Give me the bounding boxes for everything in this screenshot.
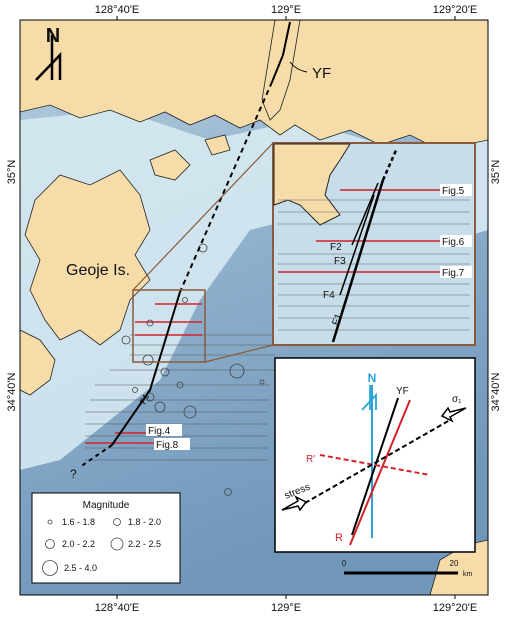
map-frame — [19, 19, 489, 596]
inset-fault-label: F2 — [330, 242, 342, 253]
map-body: N YF Geoje Is. F1 ? Fig.4 Fig.8 Fig.5 Fi… — [20, 20, 488, 595]
r-prime-label: R' — [306, 454, 315, 465]
geoje-island — [24, 169, 151, 346]
lon-label: 129°E — [271, 602, 301, 614]
island — [204, 134, 231, 156]
frame-ticks — [116, 16, 456, 599]
inset-profiles — [278, 189, 440, 273]
legend-entry: 2.2 - 2.5 — [128, 539, 161, 549]
legend-entry: 2.0 - 2.2 — [62, 539, 95, 549]
stress-arrow — [440, 406, 467, 423]
north-arrow — [35, 35, 62, 81]
north-label: N — [368, 371, 377, 385]
r-line — [349, 399, 411, 546]
legend-entry: 1.6 - 1.8 — [62, 517, 95, 527]
stress-arrow — [281, 495, 308, 512]
fault-dashed — [179, 81, 273, 293]
legend — [31, 492, 181, 584]
north-arrow — [361, 385, 377, 411]
island — [20, 329, 56, 396]
label-box — [440, 266, 472, 278]
lat-label: 35°N — [490, 160, 502, 185]
lon-label: 129°20'E — [433, 602, 477, 614]
peninsula — [261, 20, 301, 121]
inset-fault — [331, 179, 385, 343]
earthquakes — [121, 243, 265, 496]
lon-label: 128°40'E — [95, 4, 139, 16]
stress-axis — [304, 419, 451, 504]
lon-label: 128°40'E — [95, 602, 139, 614]
r-prime-line — [319, 454, 431, 476]
fault-dashed — [79, 444, 113, 468]
r-label: R — [335, 532, 343, 544]
legend-entry: 2.5 - 4.0 — [64, 563, 97, 573]
lat-label: 34°40'N — [6, 372, 18, 411]
inset-profile-label: Fig.6 — [442, 237, 465, 248]
yf-line — [351, 397, 399, 536]
inset-fault-label: F4 — [323, 290, 335, 301]
north-label: N — [46, 25, 60, 47]
scale-label: 0 — [342, 559, 347, 568]
profile-label: Fig.4 — [148, 426, 171, 437]
inset-profile-label: Fig.5 — [442, 186, 465, 197]
inset-fault-dashed — [381, 147, 399, 181]
fault-line — [111, 291, 181, 446]
zoom-line — [204, 344, 274, 363]
inset-profile-label: Fig.7 — [442, 268, 465, 279]
label-box — [440, 184, 472, 196]
scale-label: 20 — [450, 559, 459, 568]
yf-label: YF — [396, 386, 409, 397]
leader — [289, 61, 308, 73]
scale-unit: km — [463, 571, 473, 578]
island-label: Geoje Is. — [66, 262, 130, 279]
label-box — [154, 438, 190, 450]
inset-land — [273, 143, 351, 226]
sigma-label: σ₁ — [452, 394, 462, 405]
profile-label: Fig.8 — [156, 440, 179, 451]
legend-title: Magnitude — [83, 500, 130, 511]
inset-fault-label: F3 — [334, 256, 346, 267]
lat-label: 34°40'N — [490, 372, 502, 411]
stress-diagram — [274, 357, 476, 553]
uncertain-label: ? — [70, 467, 77, 481]
zoom-line — [132, 142, 274, 291]
fault-line — [271, 21, 291, 83]
inset-fault — [339, 182, 379, 296]
fault-label: F1 — [138, 392, 152, 406]
label-box — [440, 235, 472, 247]
legend-entry: 1.8 - 2.0 — [128, 517, 161, 527]
inset-fault-label: F1 — [330, 312, 344, 327]
zoom-box — [132, 289, 206, 363]
island — [429, 539, 488, 595]
fault-name: YF — [312, 65, 331, 82]
island — [149, 149, 191, 181]
inset-survey-lines — [278, 199, 470, 331]
lon-label: 129°20'E — [433, 4, 477, 16]
lon-label: 129°E — [271, 4, 301, 16]
legend-symbols — [42, 518, 124, 576]
lat-label: 35°N — [6, 160, 18, 185]
label-box — [146, 424, 182, 436]
